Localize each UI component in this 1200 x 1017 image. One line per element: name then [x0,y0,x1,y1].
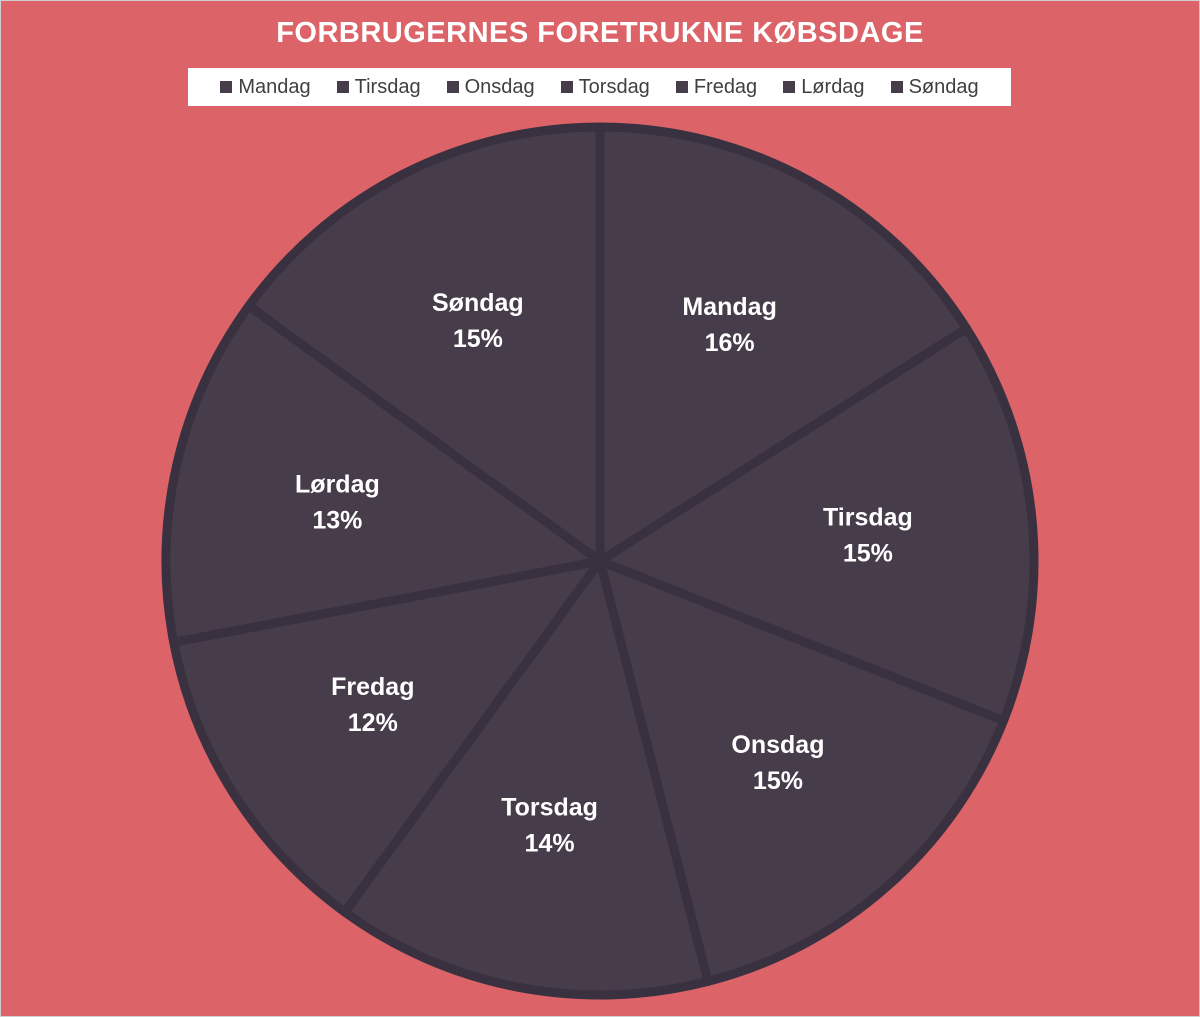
pie-slice-sondag [244,122,605,566]
legend: Mandag Tirsdag Onsdag Torsdag Fredag Lør… [188,68,1011,106]
legend-label: Torsdag [578,75,650,98]
data-label-value: 13% [312,506,362,534]
data-label-category: Mandag [682,293,776,321]
legend-swatch [336,81,349,93]
legend-swatch [783,81,796,93]
data-label-category: Lørdag [295,470,380,498]
legend-item-onsdag: Onsdag [446,75,535,99]
legend-swatch [560,81,573,93]
legend-item-sondag: Søndag [890,75,979,99]
data-label-category: Torsdag [501,793,598,821]
legend-label: Tirsdag [354,75,421,98]
data-label-value: 14% [525,829,575,857]
data-label-lordag: Lørdag 13% [295,470,380,534]
legend-label: Fredag [693,75,758,98]
legend-label: Onsdag [464,75,535,98]
data-label-category: Tirsdag [823,504,913,532]
data-label-value: 15% [753,767,803,795]
pie-slice-onsdag [595,556,1009,986]
legend-swatch [890,81,903,93]
pie-slice-mandag [595,122,971,566]
data-label-value: 15% [453,325,503,353]
legend-item-fredag: Fredag [675,75,758,99]
data-label-category: Onsdag [731,731,824,759]
legend-item-torsdag: Torsdag [560,75,650,99]
legend-label: Søndag [908,75,979,98]
legend-item-lordag: Lørdag [783,75,865,99]
legend-item-tirsdag: Tirsdag [336,75,421,99]
legend-item-mandag: Mandag [220,75,311,99]
data-label-value: 15% [843,540,893,568]
pie-slice-tirsdag [595,323,1039,726]
legend-swatch [220,81,233,93]
chart-title: FORBRUGERNES FORETRUKNE KØBSDAGE [276,17,924,49]
data-label-value: 16% [705,329,755,357]
data-label-onsdag: Onsdag 15% [731,731,824,795]
legend-swatch [675,81,688,93]
data-label-category: Søndag [432,289,524,317]
legend-label: Lørdag [801,75,865,98]
data-label-value: 12% [348,709,398,737]
pie-slice-lordag [161,301,605,647]
data-label-sondag: Søndag 15% [432,289,524,353]
pie-slice-fredag [169,556,605,917]
data-label-category: Fredag [331,673,414,701]
data-label-mandag: Mandag 16% [682,293,776,357]
data-label-tirsdag: Tirsdag 15% [823,504,913,568]
legend-label: Mandag [238,75,311,98]
pie-slice-torsdag [340,556,713,1000]
legend-swatch [446,81,459,93]
data-label-fredag: Fredag 12% [331,673,414,737]
data-label-torsdag: Torsdag 14% [501,793,598,857]
